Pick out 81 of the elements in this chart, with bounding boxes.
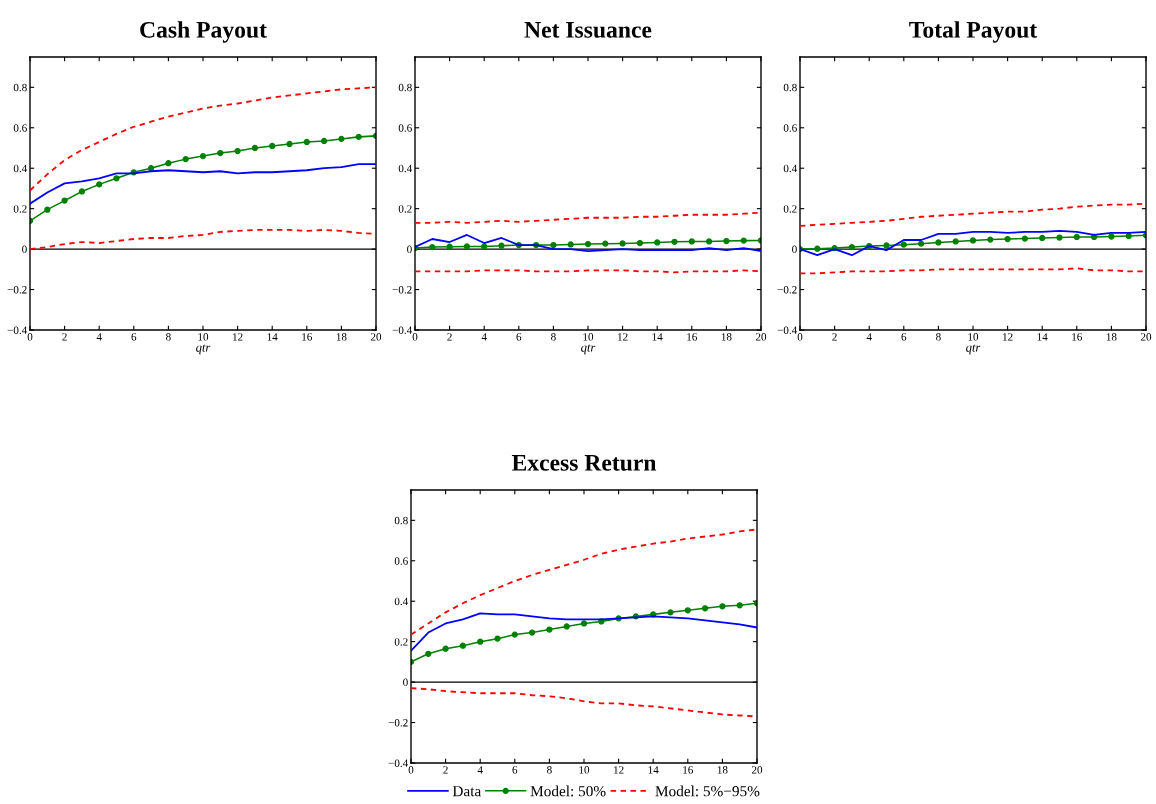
chart-title: Cash Payout — [140, 21, 267, 43]
y-tick-label: 0.6 — [783, 124, 797, 132]
x-tick-label: 18 — [721, 333, 732, 341]
x-tick-label: 10 — [198, 333, 209, 341]
y-tick-label: −0.2 — [777, 286, 797, 294]
x-axis-title: qtr — [966, 344, 981, 355]
x-tick-label: 16 — [687, 333, 698, 341]
x-tick-label: 0 — [27, 333, 33, 341]
x-tick-label: 8 — [551, 333, 556, 341]
y-tick-label: −0.2 — [7, 286, 27, 294]
chart-title: Total Payout — [909, 21, 1038, 43]
y-tick-label: −0.4 — [392, 326, 413, 335]
y-tick-label: 0.8 — [13, 83, 27, 92]
y-tick-label: 0.6 — [13, 124, 27, 132]
x-tick-label: 14 — [652, 333, 663, 341]
x-tick-label: 6 — [516, 333, 522, 341]
x-tick-label: 4 — [477, 766, 483, 774]
x-tick-label: 2 — [443, 766, 448, 774]
x-tick-label: 4 — [866, 333, 872, 341]
y-tick-label: 0.8 — [783, 83, 797, 92]
x-tick-label: 2 — [447, 333, 452, 341]
y-tick-label: −0.4 — [777, 326, 798, 335]
y-tick-label: 0.4 — [398, 164, 413, 173]
legend-label: Model: 50% — [530, 785, 606, 797]
x-tick-label: 8 — [936, 333, 941, 341]
x-tick-label: 16 — [302, 333, 313, 341]
y-tick-label: 0 — [792, 245, 797, 254]
x-tick-label: 8 — [166, 333, 171, 341]
x-tick-label: 4 — [96, 333, 102, 341]
x-tick-label: 10 — [583, 333, 594, 341]
x-axis-title: qtr — [581, 344, 596, 355]
y-tick-label: 0 — [22, 245, 27, 254]
x-tick-label: 20 — [1140, 333, 1152, 341]
y-tick-label: 0.8 — [398, 83, 412, 92]
x-tick-label: 18 — [336, 333, 347, 341]
y-tick-label: 0.2 — [13, 205, 27, 213]
x-tick-label: 20 — [370, 333, 382, 341]
x-tick-label: 14 — [648, 766, 659, 774]
x-tick-label: 12 — [1003, 333, 1013, 341]
y-tick-label: 0.4 — [13, 164, 28, 173]
y-tick-label: 0.6 — [394, 557, 408, 565]
x-tick-label: 0 — [412, 333, 418, 341]
y-tick-label: 0.4 — [394, 597, 409, 606]
x-tick-label: 10 — [968, 333, 979, 341]
x-tick-label: 18 — [717, 766, 728, 774]
x-tick-label: 6 — [131, 333, 137, 341]
x-tick-label: 12 — [233, 333, 243, 341]
y-tick-label: 0 — [403, 678, 408, 687]
y-tick-label: −0.2 — [388, 719, 408, 727]
x-tick-label: 2 — [832, 333, 837, 341]
x-tick-label: 14 — [267, 333, 278, 341]
x-tick-label: 12 — [614, 766, 624, 774]
y-tick-label: 0.2 — [394, 638, 408, 646]
y-tick-label: 0 — [407, 245, 412, 254]
x-axis-title: qtr — [196, 344, 211, 355]
y-tick-label: 0.6 — [398, 124, 412, 132]
y-tick-label: 0.8 — [394, 516, 408, 525]
y-tick-label: 0.4 — [783, 164, 798, 173]
x-tick-label: 16 — [683, 766, 694, 774]
y-tick-label: −0.4 — [388, 759, 409, 768]
chart-title: Excess Return — [511, 455, 657, 471]
x-tick-label: 20 — [755, 333, 767, 341]
x-tick-label: 20 — [751, 766, 763, 774]
y-tick-label: 0.2 — [783, 205, 797, 213]
x-tick-label: 14 — [1037, 333, 1048, 341]
y-tick-label: −0.4 — [7, 326, 28, 335]
legend-label: Data — [452, 786, 482, 797]
y-tick-label: −0.2 — [392, 286, 412, 294]
x-tick-label: 4 — [481, 333, 487, 341]
x-tick-label: 8 — [547, 766, 552, 774]
chart-title: Net Issuance — [524, 22, 652, 38]
x-tick-label: 6 — [512, 766, 518, 774]
x-tick-label: 6 — [901, 333, 907, 341]
x-tick-label: 0 — [797, 333, 803, 341]
x-tick-label: 2 — [62, 333, 67, 341]
x-tick-label: 16 — [1072, 333, 1083, 341]
legend-label: Model: 5%−95% — [655, 785, 760, 797]
y-tick-label: 0.2 — [398, 205, 412, 213]
x-tick-label: 18 — [1106, 333, 1117, 341]
x-tick-label: 10 — [579, 766, 590, 774]
x-tick-label: 12 — [618, 333, 628, 341]
